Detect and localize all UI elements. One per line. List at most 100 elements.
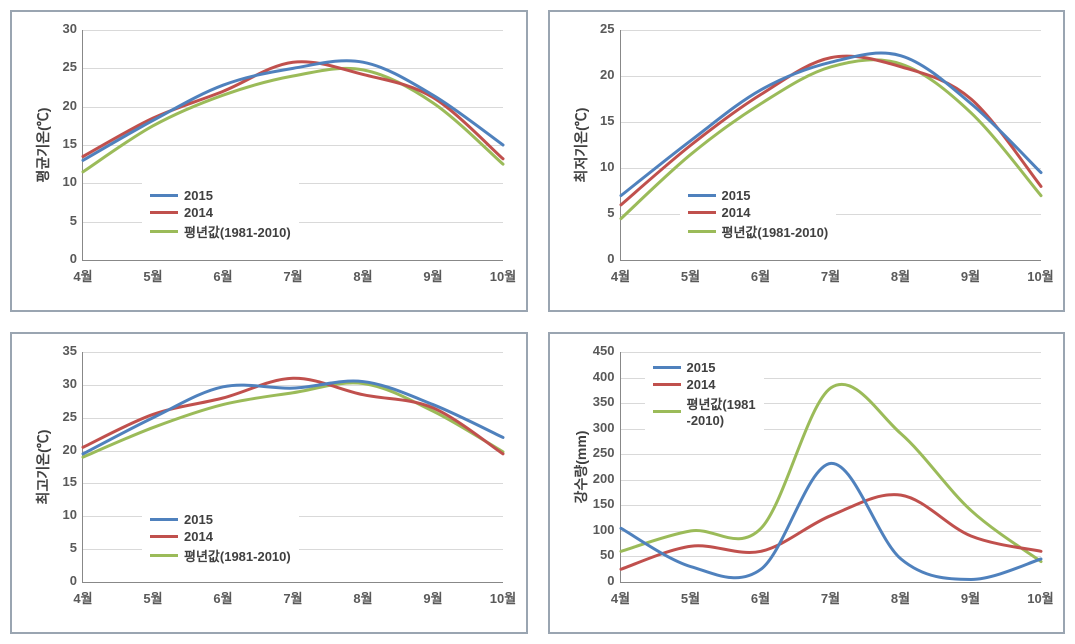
legend-item-s2015: 2015 — [150, 188, 291, 203]
y-tick-label: 35 — [63, 343, 77, 358]
y-tick-label: 200 — [593, 471, 615, 486]
legend-label: 2015 — [184, 512, 213, 527]
y-tick-label: 5 — [607, 205, 614, 220]
legend-label: 평년값(1981-2010) — [184, 546, 291, 565]
x-tick-label: 5월 — [673, 588, 709, 607]
x-tick-label: 10월 — [1023, 266, 1059, 285]
x-tick-label: 4월 — [65, 588, 101, 607]
x-tick-label: 10월 — [485, 588, 521, 607]
chart-min-temp: 최저기온(℃) 0 5 10 15 20 25 4월 5월 6월 7월 8월 9월 10월 2015 2014… — [548, 10, 1066, 312]
y-tick-label: 0 — [70, 251, 77, 266]
y-tick-label: 150 — [593, 496, 615, 511]
y-tick-label: 15 — [600, 113, 614, 128]
y-tick-label: 50 — [600, 547, 614, 562]
y-tick-label: 15 — [63, 136, 77, 151]
y-tick-label: 10 — [63, 174, 77, 189]
legend-swatch — [150, 194, 178, 197]
legend-swatch — [653, 383, 681, 386]
x-tick-label: 9월 — [953, 266, 989, 285]
x-tick-label: 8월 — [883, 266, 919, 285]
x-tick-label: 7월 — [275, 588, 311, 607]
x-tick-label: 8월 — [345, 266, 381, 285]
x-tick-label: 5월 — [673, 266, 709, 285]
legend-label: 2015 — [687, 360, 716, 375]
y-tick-label: 0 — [607, 251, 614, 266]
x-tick-label: 4월 — [65, 266, 101, 285]
legend-swatch — [653, 366, 681, 369]
legend-swatch — [150, 211, 178, 214]
y-tick-label: 250 — [593, 445, 615, 460]
legend-swatch — [688, 230, 716, 233]
chart-avg-temp: 평균기온(℃)0510152025304월5월6월7월8월9월10월201520… — [10, 10, 528, 312]
y-tick-label: 25 — [63, 409, 77, 424]
x-tick-label: 6월 — [205, 588, 241, 607]
series-line-s2015 — [621, 463, 1041, 579]
legend: 2015 2014 평년값(1981-2010) — [680, 182, 837, 247]
x-tick-label: 4월 — [603, 266, 639, 285]
y-axis-label: 평균기온(℃) — [33, 90, 53, 200]
legend-item-s2014: 2014 — [653, 377, 756, 392]
y-axis-label: 강수량(mm) — [571, 412, 591, 522]
y-tick-label: 20 — [63, 442, 77, 457]
y-tick-label: 0 — [607, 573, 614, 588]
y-tick-label: 0 — [70, 573, 77, 588]
legend-item-normal: 평년값(1981-2010) — [150, 546, 291, 565]
y-tick-label: 400 — [593, 369, 615, 384]
y-tick-label: 30 — [63, 376, 77, 391]
x-tick-label: 6월 — [743, 588, 779, 607]
legend-swatch — [150, 554, 178, 557]
y-tick-label: 10 — [600, 159, 614, 174]
legend-label: 2014 — [184, 529, 213, 544]
legend: 2015 2014 평년값(1981-2010) — [142, 182, 299, 247]
legend-label: 2014 — [687, 377, 716, 392]
legend-swatch — [150, 535, 178, 538]
legend-item-s2015: 2015 — [150, 512, 291, 527]
y-tick-label: 5 — [70, 540, 77, 555]
y-tick-label: 20 — [63, 98, 77, 113]
x-tick-label: 9월 — [415, 588, 451, 607]
legend-item-s2015: 2015 — [653, 360, 756, 375]
legend-swatch — [688, 211, 716, 214]
series-line-s2015 — [621, 53, 1041, 196]
chart-max-temp: 최고기온(℃)051015202530354월5월6월7월8월9월10월2015… — [10, 332, 528, 634]
x-tick-label: 7월 — [813, 588, 849, 607]
y-tick-label: 350 — [593, 394, 615, 409]
x-tick-label: 9월 — [953, 588, 989, 607]
legend-swatch — [688, 194, 716, 197]
legend-swatch — [653, 410, 681, 413]
x-tick-label: 5월 — [135, 588, 171, 607]
legend: 2015 2014 평년값(1981-2010) — [142, 506, 299, 571]
legend-label: 평년값(1981-2010) — [184, 222, 291, 241]
legend-swatch — [150, 518, 178, 521]
legend-label: 2014 — [184, 205, 213, 220]
legend-item-s2015: 2015 — [688, 188, 829, 203]
x-tick-label: 7월 — [275, 266, 311, 285]
y-tick-label: 25 — [600, 21, 614, 36]
legend-item-normal: 평년값(1981-2010) — [150, 222, 291, 241]
legend-label: 2015 — [184, 188, 213, 203]
x-tick-label: 7월 — [813, 266, 849, 285]
y-axis-label: 최저기온(℃) — [571, 90, 591, 200]
x-tick-label: 10월 — [485, 266, 521, 285]
y-tick-label: 300 — [593, 420, 615, 435]
legend-label: 2015 — [722, 188, 751, 203]
legend-item-s2014: 2014 — [150, 529, 291, 544]
x-tick-label: 4월 — [603, 588, 639, 607]
legend-item-s2014: 2014 — [150, 205, 291, 220]
y-tick-label: 100 — [593, 522, 615, 537]
legend-item-normal: 평년값(1981-2010) — [688, 222, 829, 241]
legend-swatch — [150, 230, 178, 233]
y-tick-label: 5 — [70, 213, 77, 228]
legend-item-normal: 평년값(1981 -2010) — [653, 394, 756, 428]
x-tick-label: 8월 — [345, 588, 381, 607]
x-tick-label: 6월 — [743, 266, 779, 285]
y-tick-label: 20 — [600, 67, 614, 82]
x-tick-label: 6월 — [205, 266, 241, 285]
legend: 2015 2014 평년값(1981 -2010) — [645, 354, 764, 434]
y-tick-label: 15 — [63, 474, 77, 489]
legend-item-s2014: 2014 — [688, 205, 829, 220]
y-axis-label: 최고기온(℃) — [33, 412, 53, 522]
x-tick-label: 5월 — [135, 266, 171, 285]
x-tick-label: 8월 — [883, 588, 919, 607]
y-tick-label: 30 — [63, 21, 77, 36]
